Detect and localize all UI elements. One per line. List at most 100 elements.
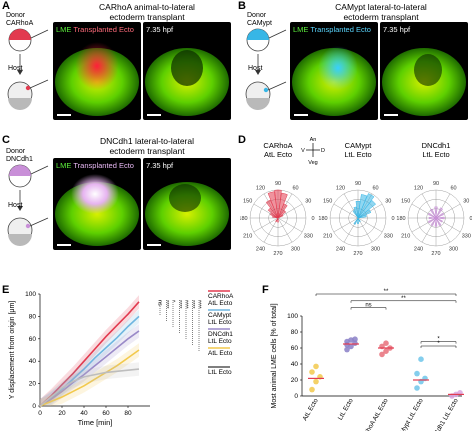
micro-labels: LME Transplanted Ecto xyxy=(293,25,371,34)
x-axis-label: Time [min] xyxy=(78,418,113,427)
polar-angle-label: 210 xyxy=(323,234,332,240)
panel-c-title-line1: DNCdh1 lateral-to-lateral xyxy=(99,136,194,146)
y-tick-label: 80 xyxy=(29,313,37,320)
polar-angle-label: 150 xyxy=(323,199,332,205)
transplanted-label: Transplanted Ecto xyxy=(73,161,134,170)
donor-text: Donor xyxy=(247,12,267,19)
y-tick-label: 20 xyxy=(29,381,37,388)
data-point xyxy=(313,363,319,370)
panel-b-image-lme: 7.35 hpf xyxy=(380,22,468,120)
polar-title-line1: CAMypt xyxy=(345,141,373,150)
panel-letter-f: F xyxy=(262,284,269,296)
polar-petal xyxy=(277,203,288,219)
category-label: AtL Ecto xyxy=(302,397,320,422)
series-line xyxy=(39,349,140,407)
series-line xyxy=(39,368,140,407)
panel-b-donor-label: Donor CAMypt xyxy=(247,12,272,28)
polar-petal xyxy=(434,217,438,227)
polar-petal xyxy=(435,217,443,223)
polar-petal xyxy=(265,199,279,219)
polar-angle-label: 0 xyxy=(391,216,394,222)
compass-an: An xyxy=(310,137,317,143)
polar-spoke xyxy=(357,217,383,233)
polar-angle-label: 30 xyxy=(305,199,311,205)
category-label: DNCdh1 LtL Ecto xyxy=(428,397,459,431)
polar-angle-label: 120 xyxy=(414,186,423,192)
polar-petal xyxy=(277,192,288,219)
line-chart: 0 20 40 60 80 0 20 40 60 80 100 Time [min] Y displac… xyxy=(9,290,234,427)
polar-petal xyxy=(427,212,437,219)
category-label: CAMypt LtL Ecto xyxy=(394,397,425,431)
polar-angle-label: 210 xyxy=(401,234,410,240)
polar-spoke xyxy=(357,217,373,243)
polar-spoke xyxy=(333,203,359,219)
significance-label: ns xyxy=(365,303,371,309)
polar-angle-label: 300 xyxy=(291,246,300,252)
polar-angle-label: 270 xyxy=(353,251,362,257)
panel-letter-b: B xyxy=(238,0,246,12)
scale-bar xyxy=(384,114,398,116)
polar-angle-label: 270 xyxy=(431,251,440,257)
polar-angle-label: 30 xyxy=(385,199,391,205)
scale-bar xyxy=(147,114,161,116)
polar-angle-label: 240 xyxy=(256,246,265,252)
series-line xyxy=(39,330,140,407)
panel-letter-d: D xyxy=(238,134,246,146)
polar-petal xyxy=(277,214,284,219)
significance-label: **** xyxy=(176,300,182,309)
polar-petal xyxy=(277,209,287,219)
polar-petal xyxy=(274,189,282,219)
polar-petal xyxy=(427,217,437,224)
y-tick-label: 40 xyxy=(29,358,37,365)
panel-c-title-line2: ectoderm transplant xyxy=(109,146,185,156)
micro-labels: LME Transplanted Ecto xyxy=(56,25,134,34)
significance-bracket xyxy=(315,293,457,296)
y-tick-label: 60 xyxy=(291,345,299,352)
x-tick-label: 80 xyxy=(124,410,132,417)
series-band xyxy=(40,295,139,406)
significance-label: **** xyxy=(196,300,202,309)
polar-spoke xyxy=(333,217,359,233)
polar-angle-label: 90 xyxy=(275,181,281,187)
significance-label: **** xyxy=(183,300,189,309)
category-label: CARhoA AtL Ecto xyxy=(358,397,390,431)
polar-angle-label: 300 xyxy=(371,246,380,252)
polar-petal xyxy=(435,212,445,219)
donor-name: CAMypt xyxy=(247,20,272,27)
significance-label: * xyxy=(437,341,440,347)
polar-petal xyxy=(272,215,279,219)
data-point xyxy=(313,378,319,385)
polar-petal xyxy=(357,199,377,219)
polar-spoke xyxy=(277,217,303,233)
polar-title-line1: DNCdh1 xyxy=(422,141,451,150)
micrograph-graphic xyxy=(55,174,139,246)
x-tick-label: 40 xyxy=(80,410,88,417)
polar-angle-label: 60 xyxy=(292,186,298,192)
polar-petal xyxy=(357,217,359,224)
scale-bar xyxy=(57,244,71,246)
series-line xyxy=(39,315,140,407)
panel-a-title-line2: ectoderm transplant xyxy=(109,12,185,22)
scale-bar xyxy=(294,114,308,116)
lme-label: LME xyxy=(56,161,72,170)
polar-petal xyxy=(277,217,279,223)
significance-label: **** xyxy=(189,300,195,309)
polar-title-line2: AtL Ecto xyxy=(264,150,292,159)
data-point xyxy=(352,336,358,342)
polar-petal xyxy=(357,217,361,223)
panel-a-image-overlay: LME Transplanted Ecto xyxy=(53,22,141,120)
series-band xyxy=(40,343,139,406)
y-axis-label: Y displacement from origin [μm] xyxy=(9,301,16,399)
polar-angle-label: 270 xyxy=(273,251,282,257)
polar-spoke xyxy=(253,217,279,233)
micrograph-graphic xyxy=(382,48,466,116)
polar-angle-label: 60 xyxy=(372,186,378,192)
legend-label-line1: LtL Ecto xyxy=(208,369,232,376)
data-point xyxy=(379,351,385,358)
polar-petal xyxy=(267,191,279,219)
y-tick-label: 60 xyxy=(29,336,37,343)
panel-b-title: CAMypt lateral-to-lateral ectoderm trans… xyxy=(292,2,470,22)
panel-c-donor-label: Donor DNCdh1 xyxy=(6,148,33,164)
panel-a-image-lme: 7.35 hpf xyxy=(143,22,231,120)
